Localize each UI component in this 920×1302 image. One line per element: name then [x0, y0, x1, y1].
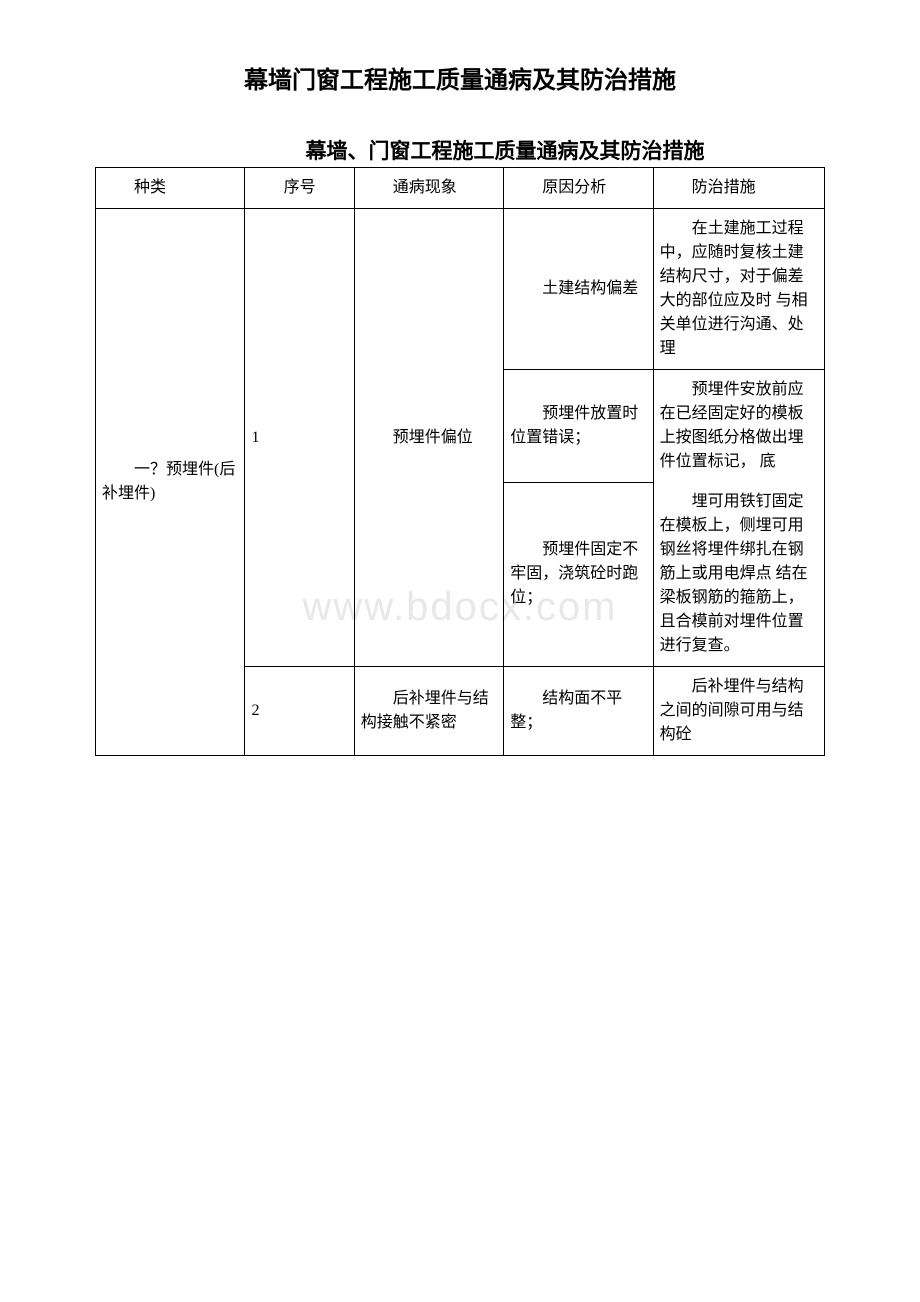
cell-measure: 在土建施工过程中，应随时复核土建结构尺寸，对于偏差大的部位应及时 与相关单位进行… — [653, 209, 824, 370]
document-main-title: 幕墙门窗工程施工质量通病及其防治措施 — [95, 60, 825, 95]
cell-problem: 预埋件偏位 — [354, 209, 503, 667]
document-sub-title: 幕墙、门窗工程施工质量通病及其防治措施 — [95, 135, 825, 165]
header-problem: 通病现象 — [354, 168, 503, 209]
cell-seq: 1 — [245, 209, 354, 667]
cell-reason: 预埋件固定不牢固，浇筑砼时跑位； — [504, 482, 653, 667]
table-header-row: 种类 序号 通病现象 原因分析 防治措施 — [96, 168, 825, 209]
header-seq: 序号 — [245, 168, 354, 209]
table-row: 一？预埋件(后补埋件) 1 预埋件偏位 土建结构偏差 在土建施工过程中，应随时复… — [96, 209, 825, 370]
cell-measure: 埋可用铁钉固定在模板上，侧埋可用钢丝将埋件绑扎在钢筋上或用电焊点 结在梁板钢筋的… — [653, 482, 824, 667]
cell-measure: 预埋件安放前应在已经固定好的模板上按图纸分格做出埋件位置标记， 底 — [653, 370, 824, 483]
cell-seq: 2 — [245, 667, 354, 756]
header-reason: 原因分析 — [504, 168, 653, 209]
header-measure: 防治措施 — [653, 168, 824, 209]
cell-reason: 结构面不平整； — [504, 667, 653, 756]
cell-reason: 土建结构偏差 — [504, 209, 653, 370]
cell-measure: 后补埋件与结构之间的间隙可用与结构砼 — [653, 667, 824, 756]
cell-reason: 预埋件放置时位置错误； — [504, 370, 653, 483]
cell-type: 一？预埋件(后补埋件) — [96, 209, 245, 756]
quality-issues-table: 种类 序号 通病现象 原因分析 防治措施 一？预埋件(后补埋件) 1 预埋件偏位… — [95, 167, 825, 756]
cell-problem: 后补埋件与结构接触不紧密 — [354, 667, 503, 756]
header-type: 种类 — [96, 168, 245, 209]
